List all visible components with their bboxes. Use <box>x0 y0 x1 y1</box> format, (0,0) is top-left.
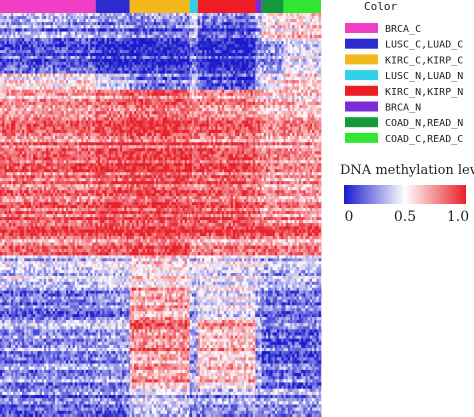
legend-label-0: BRCA_C <box>385 24 421 35</box>
heatmap-row-block-5 <box>0 101 322 143</box>
annotation-segment-4 <box>197 0 256 13</box>
legend-swatch-1 <box>345 38 378 49</box>
legend-swatch-2 <box>345 54 378 65</box>
legend-label-7: COAD_C,READ_C <box>385 134 463 145</box>
legend-label-4: KIRC_N,KIRP_N <box>385 87 463 98</box>
heatmap-row-block-3 <box>0 73 322 91</box>
heatmap-row-block-7 <box>0 223 322 240</box>
heatmap-row-block-1 <box>0 25 322 42</box>
heatmap-row-block-2 <box>0 41 322 74</box>
colorbar-gradient <box>344 185 466 204</box>
legend-swatch-6 <box>345 117 378 128</box>
heatmap-row-block-0 <box>0 13 322 26</box>
legend-label-1: LUSC_C,LUAD_C <box>385 40 463 51</box>
heatmap-row-block-4 <box>0 89 322 103</box>
colorbar-title: DNA methylation level <box>340 163 474 178</box>
heatmap-body <box>0 13 322 417</box>
colorbar-tick-1: 0.5 <box>394 209 416 225</box>
colorbar-tick-2: 1.0 <box>447 209 469 225</box>
legend-swatch-3 <box>345 70 378 81</box>
annotation-segment-6 <box>261 0 284 13</box>
annotation-segment-2 <box>129 0 190 13</box>
legend-label-5: BRCA_N <box>385 103 421 114</box>
heatmap-row-block-10 <box>0 287 322 321</box>
legend-swatch-0 <box>345 23 378 33</box>
annotation-segment-7 <box>283 0 321 13</box>
annotation-segment-5 <box>255 0 262 13</box>
heatmap-row-block-11 <box>0 320 322 361</box>
heatmap-row-block-8 <box>0 239 322 256</box>
legend-swatch-7 <box>345 132 378 143</box>
heatmap-row-block-12 <box>0 360 322 390</box>
color-legend: Color BRCA_C LUSC_C,LUAD_C KIRC_C,KIRP_C LU… <box>345 0 463 145</box>
colorbar-tick-0: 0 <box>345 209 354 225</box>
legend-swatch-4 <box>345 85 378 96</box>
heatmap-row-block-13 <box>0 388 322 417</box>
legend-swatch-5 <box>345 101 378 112</box>
colorbar: DNA methylation level 0 0.5 1.0 <box>340 163 474 225</box>
heatmap-row-block-9 <box>0 255 322 289</box>
annotation-segment-3 <box>189 0 198 13</box>
legend-label-2: KIRC_C,KIRP_C <box>385 55 463 66</box>
color-legend-title: Color <box>364 0 397 13</box>
annotation-segment-1 <box>95 0 130 13</box>
annotation-segment-0 <box>0 0 96 13</box>
legend-label-6: COAD_N,READ_N <box>385 118 463 129</box>
heatmap-row-block-6 <box>0 142 322 224</box>
sample-group-annotation-bar <box>0 0 321 13</box>
legend-label-3: LUSC_N,LUAD_N <box>385 71 463 82</box>
